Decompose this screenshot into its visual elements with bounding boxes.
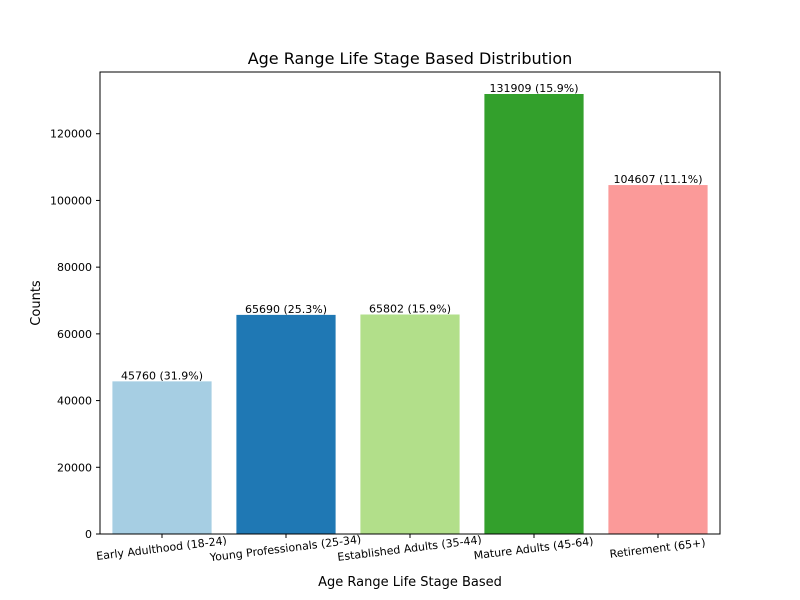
y-tick-label-1: 0 (85, 528, 92, 541)
data-label-4: 131909 (15.9%) (489, 82, 578, 95)
x-axis-label: Age Range Life Stage Based (318, 575, 502, 590)
y-tick-label-5: 80000 (57, 261, 92, 274)
data-label-5: 104607 (11.1%) (613, 173, 702, 186)
y-axis-label: Counts (29, 280, 44, 326)
data-label-1: 45760 (31.9%) (121, 369, 203, 382)
bar-1 (112, 381, 212, 534)
chart-title: Age Range Life Stage Based Distribution (248, 49, 573, 68)
y-tick-label-7: 120000 (50, 128, 92, 141)
data-labels-group: 45760 (31.9%) 65690 (25.3%) 65802 (15.9%) 1… (121, 82, 703, 382)
bar-3 (360, 314, 460, 534)
y-tick-label-2: 20000 (57, 461, 92, 474)
x-tick-label-1: Early Adulthood (18-24) (96, 534, 228, 563)
bar-2 (236, 314, 336, 534)
data-label-3: 65802 (15.9%) (369, 303, 451, 316)
y-axis: 0 20000 40000 60000 80000 100000 120000 (50, 128, 100, 541)
x-axis: Early Adulthood (18-24)Young Professiona… (96, 533, 707, 565)
bar-5 (608, 185, 708, 535)
y-tick-label-6: 100000 (50, 194, 92, 207)
data-label-2: 65690 (25.3%) (245, 303, 327, 316)
y-tick-label-3: 40000 (57, 395, 92, 408)
bar-4 (484, 93, 584, 535)
y-tick-label-4: 60000 (57, 328, 92, 341)
x-tick-label-5: Retirement (65+) (609, 536, 706, 561)
bars-group (112, 93, 708, 535)
x-tick-label-4: Mature Adults (45-64) (473, 535, 594, 563)
